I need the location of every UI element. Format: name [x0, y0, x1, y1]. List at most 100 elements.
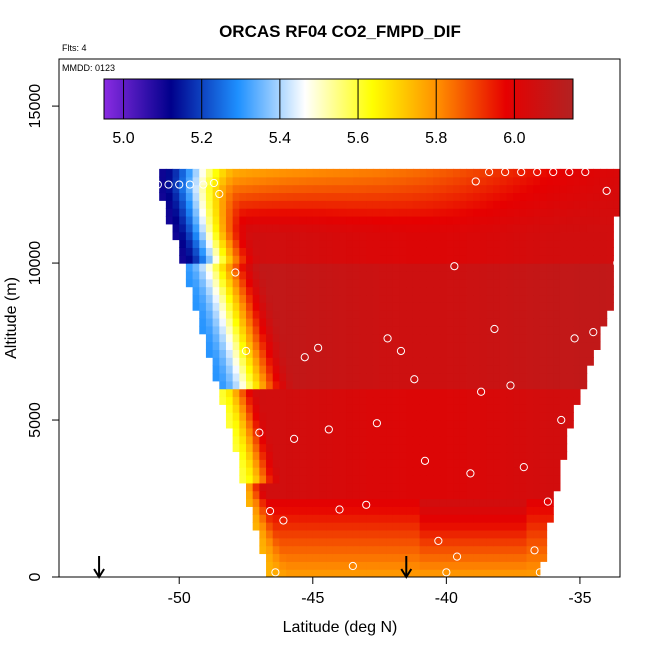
heatmap-cell — [519, 522, 528, 531]
heatmap-cell — [586, 239, 594, 248]
heatmap-cell — [426, 372, 434, 382]
heatmap-cell — [533, 467, 541, 476]
heatmap-cell — [426, 255, 434, 264]
heatmap-cell — [272, 310, 280, 319]
heatmap-cell — [613, 192, 620, 201]
heatmap-cell — [553, 310, 561, 319]
heatmap-cell — [439, 498, 447, 507]
heatmap-cell — [466, 286, 474, 296]
heatmap-cell — [346, 529, 354, 539]
heatmap-cell — [579, 325, 588, 335]
heatmap-cell — [366, 380, 374, 390]
heatmap-cell — [392, 561, 401, 570]
heatmap-cell — [479, 514, 488, 523]
heatmap-cell — [566, 341, 574, 350]
heatmap-cell — [479, 498, 488, 507]
heatmap-cell — [473, 239, 481, 248]
heatmap-cell — [279, 223, 287, 233]
heatmap-cell — [346, 506, 354, 515]
heatmap-cell — [406, 184, 414, 194]
heatmap-cell — [372, 239, 381, 248]
heatmap-cell — [399, 474, 407, 484]
heatmap-cell — [539, 176, 548, 186]
heatmap-cell — [386, 349, 394, 358]
heatmap-cell — [486, 490, 494, 500]
heatmap-cell — [252, 333, 260, 343]
heatmap-cell — [433, 302, 441, 311]
heatmap-cell — [519, 388, 528, 398]
heatmap-cell — [533, 498, 541, 507]
heatmap-cell — [252, 208, 260, 217]
heatmap-cell — [479, 474, 488, 484]
heatmap-cell — [212, 239, 220, 248]
heatmap-cell — [199, 239, 207, 248]
heatmap-cell — [246, 490, 254, 500]
heatmap-cell — [533, 372, 541, 382]
heatmap-cell — [246, 404, 254, 413]
heatmap-cell — [205, 184, 214, 194]
heatmap-cell — [479, 192, 488, 201]
heatmap-cell — [199, 255, 207, 264]
heatmap-cell — [352, 545, 361, 555]
heatmap-cell — [279, 208, 287, 217]
heatmap-cell — [185, 231, 194, 241]
heatmap-cell — [533, 380, 541, 390]
heatmap-cell — [479, 420, 488, 429]
heatmap-cell — [252, 380, 260, 390]
heatmap-cell — [399, 184, 407, 194]
heatmap-cell — [366, 529, 374, 539]
heatmap-cell — [453, 427, 461, 437]
heatmap-cell — [406, 537, 414, 547]
heatmap-cell — [232, 239, 240, 248]
heatmap-cell — [232, 223, 240, 233]
heatmap-cell — [352, 522, 361, 531]
heatmap-cell — [426, 310, 434, 319]
heatmap-cell — [446, 263, 454, 272]
heatmap-cell — [426, 247, 434, 256]
heatmap-cell — [219, 365, 227, 374]
heatmap-cell — [513, 490, 521, 500]
heatmap-cell — [419, 514, 427, 523]
heatmap-cell — [319, 357, 327, 366]
heatmap-cell — [366, 239, 374, 248]
heatmap-cell — [553, 231, 561, 241]
heatmap-cell — [506, 451, 514, 460]
heatmap-cell — [546, 443, 554, 453]
heatmap-cell — [192, 302, 200, 311]
heatmap-cell — [433, 514, 441, 523]
heatmap-cell — [232, 263, 240, 272]
heatmap-cell — [286, 451, 294, 460]
heatmap-cell — [266, 451, 274, 460]
heatmap-cell — [272, 208, 280, 217]
heatmap-cell — [292, 318, 301, 327]
heatmap-cell — [192, 208, 200, 217]
heatmap-cell — [426, 168, 434, 178]
heatmap-cell — [366, 349, 374, 358]
heatmap-cell — [473, 200, 481, 209]
heatmap-cell — [499, 506, 508, 515]
heatmap-cell — [386, 263, 394, 272]
heatmap-cell — [225, 357, 234, 366]
heatmap-cell — [573, 380, 581, 390]
heatmap-cell — [359, 223, 367, 233]
heatmap-cell — [499, 388, 508, 398]
heatmap-cell — [352, 278, 361, 288]
heatmap-cell — [339, 263, 347, 272]
heatmap-cell — [453, 208, 461, 217]
heatmap-cell — [439, 239, 447, 248]
colorbar-tick-label: 6.0 — [503, 130, 525, 147]
heatmap-cell — [306, 514, 314, 523]
heatmap-cell — [272, 349, 280, 358]
heatmap-cell — [299, 467, 307, 476]
heatmap-cell — [453, 294, 461, 303]
heatmap-cell — [292, 302, 301, 311]
heatmap-cell — [593, 278, 601, 288]
heatmap-cell — [372, 349, 381, 358]
heatmap-cell — [519, 380, 528, 390]
colorbar: 5.0 5.2 5.4 5.6 5.8 6.0 — [103, 78, 574, 147]
heatmap-cell — [219, 325, 227, 335]
heatmap-cell — [466, 200, 474, 209]
heatmap-cell — [259, 451, 267, 460]
heatmap-cell — [379, 341, 387, 350]
heatmap-cell — [339, 349, 347, 358]
